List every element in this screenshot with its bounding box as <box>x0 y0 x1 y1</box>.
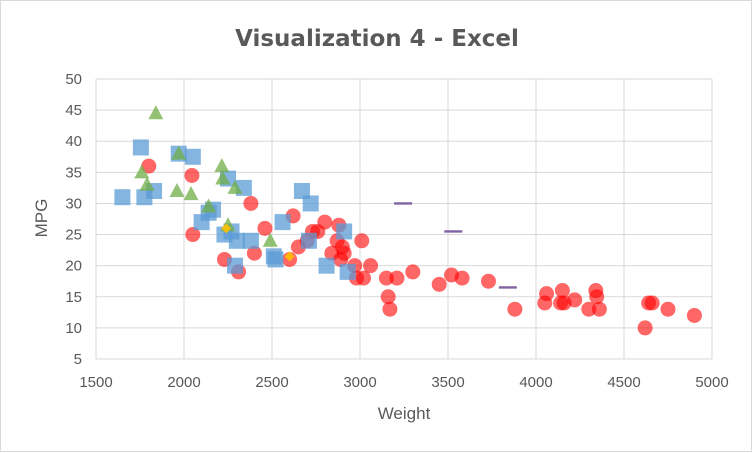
data-point-dash <box>444 230 463 233</box>
data-point-square <box>267 251 284 268</box>
data-point-circle <box>380 289 396 305</box>
data-point-circle <box>554 283 570 299</box>
data-point-circle <box>382 301 398 317</box>
data-point-diamond <box>221 223 232 234</box>
data-point-square <box>339 263 356 280</box>
data-point-circle <box>184 167 200 183</box>
y-axis-title: MPG <box>32 199 51 238</box>
data-point-square <box>336 223 353 240</box>
data-point-circle <box>567 292 583 308</box>
y-tick-label: 50 <box>65 71 82 88</box>
data-point-circle <box>389 270 405 286</box>
data-point-circle <box>589 289 605 305</box>
data-point-circle <box>356 270 372 286</box>
data-point-circle <box>363 258 379 274</box>
data-point-circle <box>185 227 201 243</box>
data-point-circle <box>257 220 273 236</box>
data-point-circle <box>686 307 702 323</box>
data-point-circle <box>431 276 447 292</box>
data-point-circle <box>581 301 597 317</box>
data-point-square <box>300 232 317 249</box>
data-point-triangle <box>214 158 230 173</box>
data-point-circle <box>405 264 421 280</box>
x-tick-label: 1500 <box>79 374 112 391</box>
y-tick-label: 40 <box>65 133 82 150</box>
y-tick-label: 30 <box>65 195 82 212</box>
data-point-triangle <box>169 183 185 197</box>
data-point-square <box>114 189 131 206</box>
data-point-circle <box>637 320 653 336</box>
data-point-square <box>302 195 319 212</box>
data-point-square <box>227 257 244 274</box>
data-point-circle <box>644 295 660 311</box>
data-point-circle <box>507 301 523 317</box>
data-point-dash <box>394 202 413 205</box>
data-point-triangle <box>201 198 217 213</box>
y-tick-label: 20 <box>65 258 82 275</box>
data-point-square <box>274 214 291 231</box>
data-point-square <box>318 257 335 274</box>
data-points <box>114 105 702 336</box>
y-tick-label: 35 <box>65 164 82 181</box>
x-axis-ticks: 1500 2000 2500 3000 3500 4000 4500 5000 <box>79 374 728 391</box>
data-point-circle <box>539 286 555 302</box>
y-axis-ticks: 5 10 15 20 25 30 35 40 45 50 <box>65 71 82 368</box>
data-point-triangle <box>227 179 243 194</box>
data-point-square <box>293 183 310 199</box>
x-tick-label: 4000 <box>519 374 552 391</box>
x-tick-label: 3000 <box>343 374 376 391</box>
gridlines <box>95 78 713 360</box>
data-point-circle <box>591 301 607 317</box>
y-tick-label: 25 <box>65 227 82 244</box>
x-tick-label: 5000 <box>695 374 728 391</box>
data-point-circle <box>480 273 496 289</box>
y-tick-label: 10 <box>65 320 82 337</box>
x-tick-label: 3500 <box>431 374 464 391</box>
data-point-circle <box>243 195 259 211</box>
data-point-square <box>132 139 149 156</box>
y-tick-label: 5 <box>74 351 82 368</box>
data-point-triangle <box>215 170 231 185</box>
data-point-square <box>228 232 245 249</box>
data-point-circle <box>454 270 470 286</box>
y-tick-label: 45 <box>65 102 82 119</box>
y-tick-label: 15 <box>65 289 82 306</box>
data-point-square <box>242 232 259 249</box>
data-point-circle <box>246 245 262 261</box>
data-point-triangle <box>171 145 187 160</box>
chart-title: Visualization 4 - Excel <box>235 26 519 52</box>
data-point-circle <box>336 245 352 261</box>
data-point-circle <box>141 158 157 174</box>
data-point-triangle <box>148 105 164 120</box>
x-axis-title: Weight <box>378 404 431 423</box>
data-point-circle <box>317 214 333 230</box>
data-point-circle <box>378 270 394 286</box>
x-tick-label: 4500 <box>607 374 640 391</box>
data-point-circle <box>660 301 676 317</box>
data-point-triangle <box>134 164 150 179</box>
x-tick-label: 2000 <box>167 374 200 391</box>
data-point-diamond <box>284 251 295 262</box>
data-point-square <box>184 148 201 165</box>
data-point-circle <box>354 233 370 249</box>
data-point-triangle <box>262 232 278 247</box>
data-point-triangle <box>139 176 155 191</box>
data-point-dash <box>498 286 517 289</box>
data-point-triangle <box>183 186 199 201</box>
x-tick-label: 2500 <box>255 374 288 391</box>
